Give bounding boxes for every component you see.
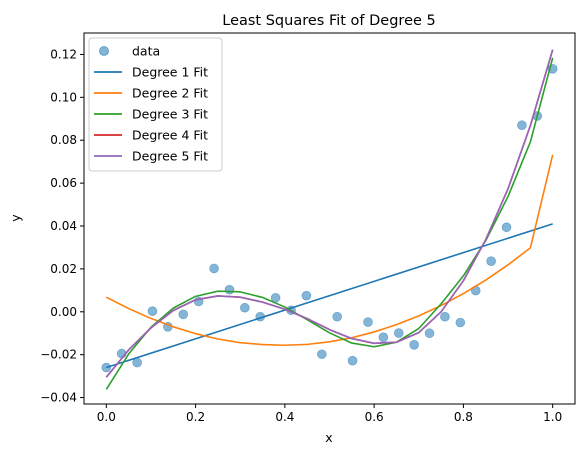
y-tick-label: −0.02 <box>40 348 77 362</box>
data-point <box>393 328 404 338</box>
x-tick-label: 1.0 <box>543 410 562 424</box>
data-point <box>424 328 435 339</box>
y-tick-label: 0.00 <box>50 305 77 319</box>
data-point <box>101 362 112 373</box>
x-tick-label: 0.2 <box>186 410 205 424</box>
data-point <box>317 349 327 360</box>
degree-5-fit-line <box>105 49 554 378</box>
legend: data Degree 1 Fit Degree 2 Fit Degree 3 Fit… <box>88 37 223 172</box>
data-point <box>501 222 512 233</box>
y-tick-label: 0.04 <box>50 219 77 233</box>
data-point <box>240 302 250 313</box>
legend-label-degree-3-fit: Degree 3 Fit <box>132 107 208 122</box>
legend-label-degree-5-fit: Degree 5 Fit <box>132 149 208 164</box>
legend-label-data: data <box>132 44 160 59</box>
y-axis-label: y <box>8 214 23 222</box>
data-point <box>209 263 219 274</box>
x-axis-label: x <box>325 430 332 445</box>
x-tick-label: 0.0 <box>97 410 116 424</box>
data-point <box>178 309 189 320</box>
degree-1-fit-line <box>106 223 553 369</box>
y-tick-label: 0.10 <box>50 90 77 104</box>
legend-marker-data <box>99 46 109 56</box>
data-point <box>440 311 450 322</box>
data-point <box>517 120 527 131</box>
data-point <box>486 256 496 266</box>
x-tick-label: 0.6 <box>365 410 384 424</box>
x-tick-label: 0.4 <box>275 410 294 424</box>
data-point <box>332 311 342 322</box>
y-tick-label: 0.08 <box>50 133 77 147</box>
y-tick-label: 0.06 <box>50 176 77 190</box>
degree-2-fit-line <box>105 154 554 347</box>
legend-label-degree-1-fit: Degree 1 Fit <box>132 65 208 80</box>
plot-area <box>101 49 558 390</box>
chart-title: Least Squares Fit of Degree 5 <box>222 13 436 29</box>
data-point <box>378 332 389 343</box>
y-tick-label: −0.04 <box>40 391 77 405</box>
plot-frame <box>83 32 576 405</box>
y-tick-label: 0.02 <box>50 262 77 276</box>
data-point <box>409 340 419 350</box>
data-point <box>301 290 312 301</box>
y-tick-label: 0.12 <box>50 47 77 61</box>
data-point <box>347 355 358 366</box>
legend-label-degree-4-fit: Degree 4 Fit <box>132 128 208 143</box>
legend-label-degree-2-fit: Degree 2 Fit <box>132 86 208 101</box>
legend-box <box>88 37 223 172</box>
data-point <box>363 317 373 327</box>
data-point <box>224 284 235 295</box>
x-tick-label: 0.8 <box>454 410 473 424</box>
data-point <box>455 317 466 328</box>
data-point <box>147 306 158 316</box>
axis-ticks: 0.0 0.2 0.4 0.6 0.8 1.0 −0.04 −0.02 0.00 0.02 0.04… <box>40 47 562 424</box>
